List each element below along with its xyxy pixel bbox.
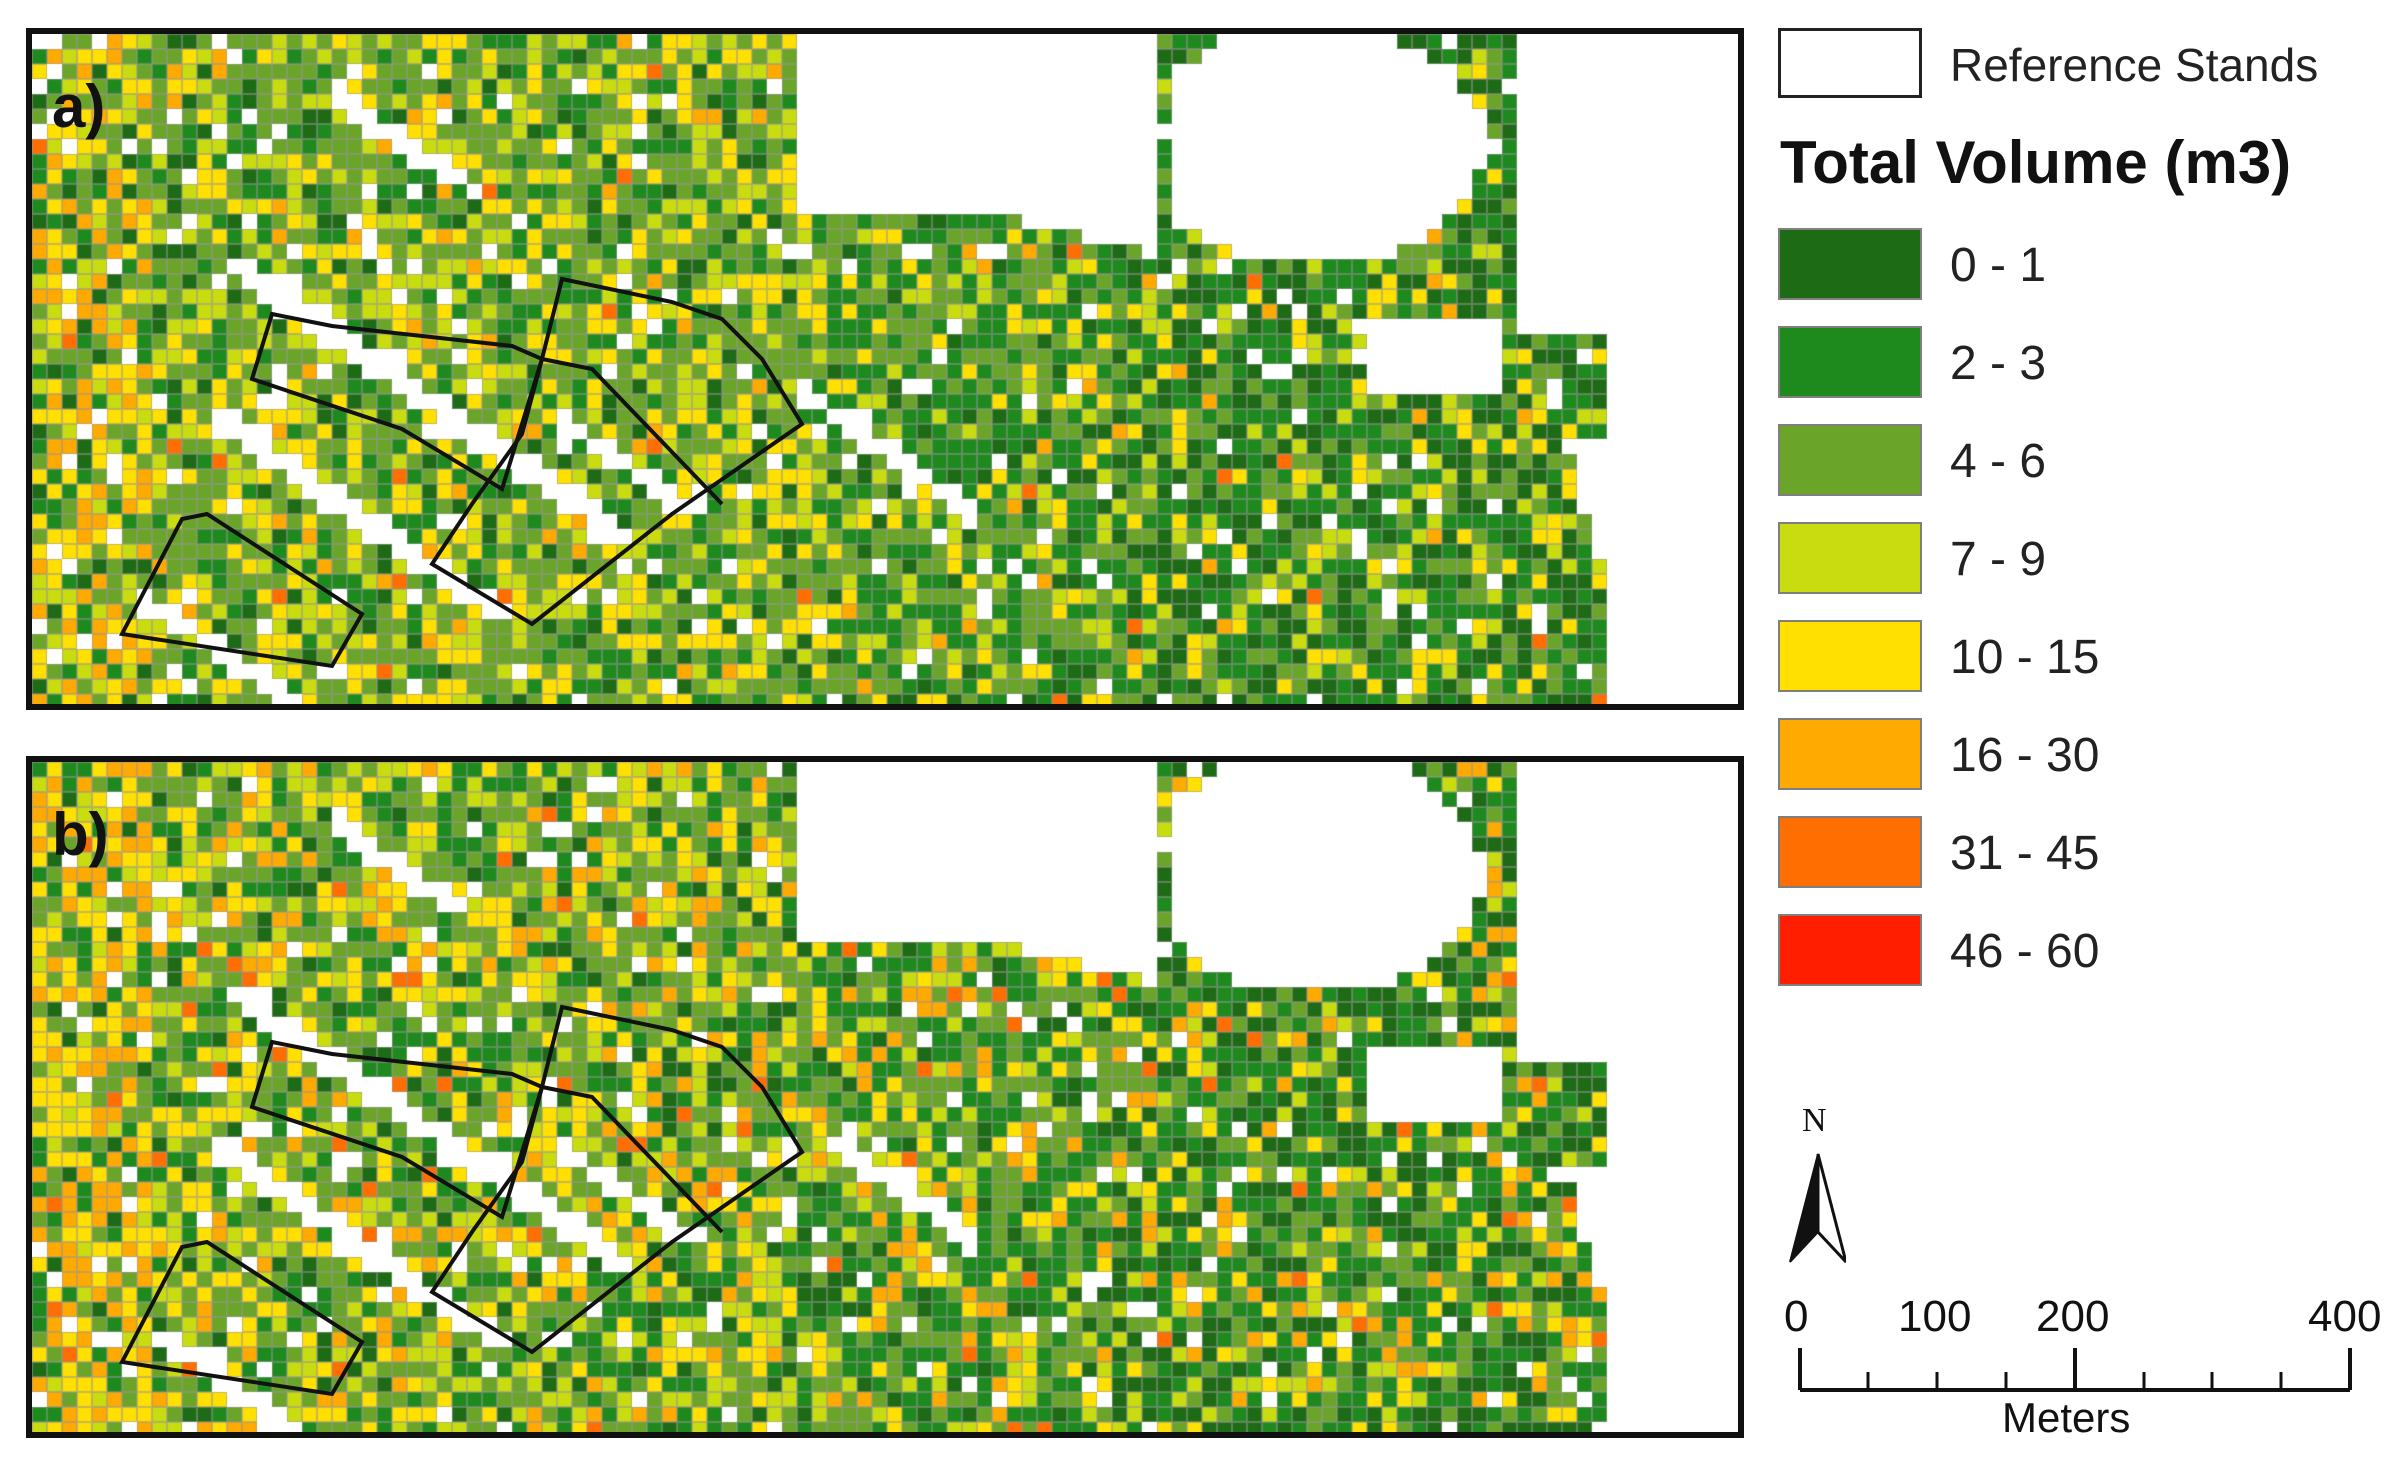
legend-swatch	[1778, 228, 1922, 300]
legend-title: Total Volume (m3)	[1780, 129, 2292, 196]
reference-stands-swatch	[1778, 28, 1922, 98]
scale-bar: 0 100 200 400 Meters	[1780, 1292, 2400, 1452]
north-letter: N	[1802, 1102, 1827, 1139]
scale-bar-ruler	[1798, 1348, 2352, 1392]
stand-polygon	[541, 1085, 724, 1234]
volume-raster-b	[32, 762, 1738, 1432]
legend-swatch	[1778, 522, 1922, 594]
scale-label-200: 200	[2036, 1292, 2110, 1341]
legend-swatch	[1778, 620, 1922, 692]
legend-class-label: 46 - 60	[1950, 925, 2100, 978]
scale-label-100: 100	[1898, 1292, 1972, 1341]
legend-class-label: 0 - 1	[1950, 239, 2047, 292]
scale-label-400: 400	[2308, 1292, 2382, 1341]
legend-class: 7 - 9	[1778, 522, 2378, 596]
map-panel-b: b)	[26, 756, 1744, 1438]
legend-class-label: 2 - 3	[1950, 337, 2047, 390]
stand-polygon	[249, 1039, 545, 1221]
legend-class-label: 4 - 6	[1950, 435, 2047, 488]
legend-class: 46 - 60	[1778, 914, 2378, 988]
legend-class: 16 - 30	[1778, 718, 2378, 792]
legend-swatch	[1778, 718, 1922, 790]
panel-label-a: a)	[52, 73, 106, 140]
legend-swatch	[1778, 816, 1922, 888]
legend-class-label: 7 - 9	[1950, 533, 2047, 586]
legend-class: 31 - 45	[1778, 816, 2378, 890]
stand-polygon	[249, 311, 545, 493]
north-arrow: N	[1786, 1102, 1846, 1282]
stand-polygon	[429, 1004, 805, 1355]
legend-class: 2 - 3	[1778, 326, 2378, 400]
legend-class: 4 - 6	[1778, 424, 2378, 498]
stand-polygon	[541, 357, 724, 506]
volume-raster-a	[32, 34, 1738, 704]
legend-swatch	[1778, 424, 1922, 496]
legend-class-label: 16 - 30	[1950, 729, 2100, 782]
legend-swatch	[1778, 326, 1922, 398]
north-arrow-icon	[1789, 1153, 1846, 1264]
panel-label-b: b)	[52, 801, 109, 868]
legend-swatch	[1778, 914, 1922, 986]
stand-polygon	[118, 511, 365, 669]
reference-stands-b	[118, 1004, 805, 1397]
legend-class: 10 - 15	[1778, 620, 2378, 694]
scale-units: Meters	[2002, 1394, 2131, 1441]
legend-class: 0 - 1	[1778, 228, 2378, 302]
legend-class-label: 10 - 15	[1950, 631, 2100, 684]
map-panel-a: a)	[26, 28, 1744, 710]
scale-label-0: 0	[1784, 1292, 1809, 1341]
reference-stands-label: Reference Stands	[1950, 39, 2319, 91]
stand-polygon	[429, 276, 805, 627]
legend: Reference Stands Total Volume (m3) 0 - 1…	[1778, 28, 2388, 1008]
stand-polygon	[118, 1239, 365, 1397]
reference-stands-a	[118, 276, 805, 669]
legend-class-label: 31 - 45	[1950, 827, 2100, 880]
